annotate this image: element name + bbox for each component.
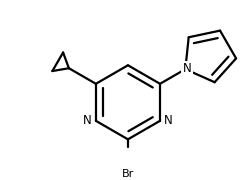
- Text: N: N: [183, 62, 191, 75]
- Text: N: N: [83, 114, 92, 127]
- Text: Br: Br: [122, 168, 134, 179]
- Text: N: N: [164, 114, 173, 127]
